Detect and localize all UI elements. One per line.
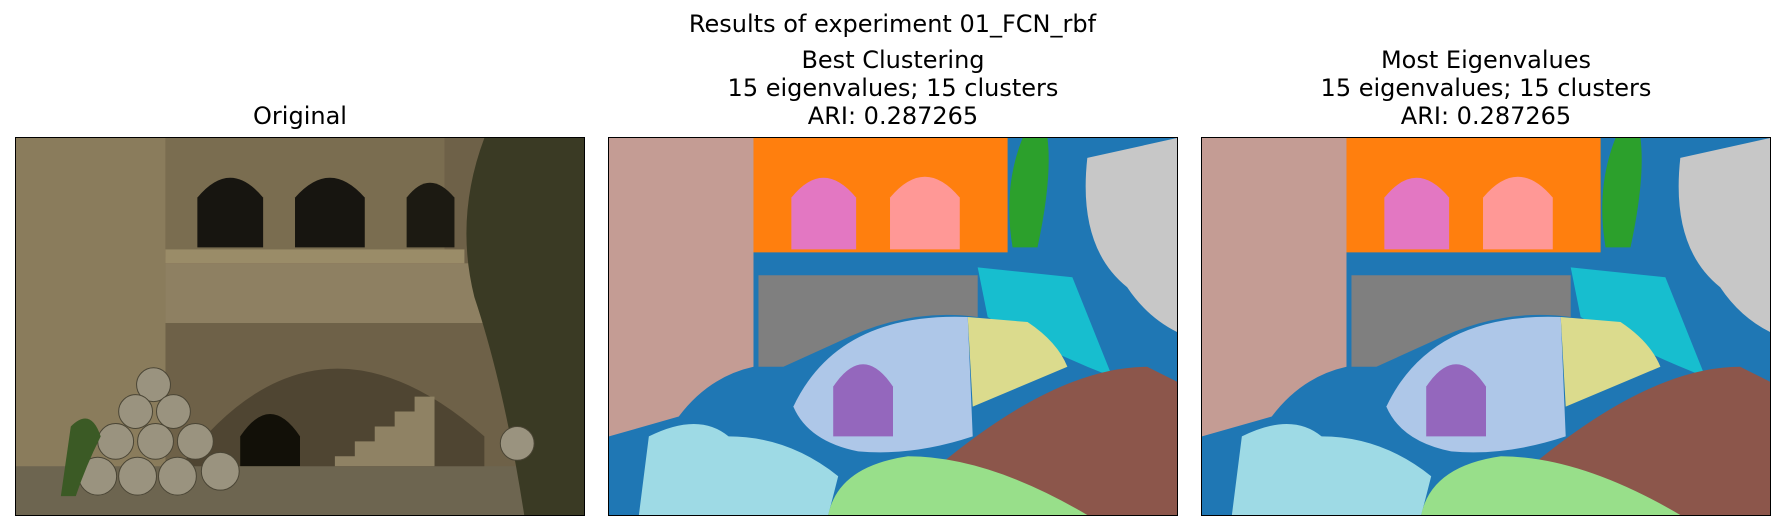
segmentation-map-drawing: [609, 138, 1177, 515]
panel-title-line: Best Clustering: [801, 46, 985, 74]
segmentation-map-drawing: [1202, 138, 1770, 515]
cluster-region: [1602, 138, 1642, 248]
original-photo-drawing: [16, 138, 584, 515]
cluster-region: [609, 138, 754, 437]
cluster-region: [758, 275, 978, 367]
cluster-region: [1384, 177, 1450, 250]
segmentation-map-most: [1201, 137, 1771, 516]
cluster-region: [1560, 317, 1661, 407]
panel-original: Original: [15, 0, 585, 532]
panel-title-line: 15 eigenvalues; 15 clusters: [727, 74, 1059, 102]
cluster-region: [890, 176, 960, 250]
cluster-region: [833, 364, 893, 437]
segmentation-map-best: [608, 137, 1178, 516]
cluster-region: [1231, 423, 1432, 515]
panel-title-line: 15 eigenvalues; 15 clusters: [1320, 74, 1652, 102]
panel-title-line: Most Eigenvalues: [1380, 46, 1592, 74]
panel-title-line: ARI: 0.287265: [807, 102, 979, 130]
cluster-region: [967, 317, 1068, 407]
cluster-region: [977, 267, 1113, 377]
panel-best-clustering: Best Clustering 15 eigenvalues; 15 clust…: [608, 0, 1178, 532]
original-photo: [15, 137, 585, 516]
cluster-region: [1085, 138, 1177, 332]
cluster-region: [1426, 364, 1486, 437]
cluster-region: [1421, 456, 1681, 515]
cluster-region: [791, 177, 857, 250]
cluster-region: [1009, 138, 1049, 248]
panel-most-eigenvalues: Most Eigenvalues 15 eigenvalues; 15 clus…: [1201, 0, 1771, 532]
cluster-region: [828, 456, 1088, 515]
cluster-region: [1570, 267, 1706, 377]
panel-title-line: Original: [253, 102, 347, 130]
figure-suptitle: Results of experiment 01_FCN_rbf: [688, 10, 1097, 38]
cluster-region: [1202, 138, 1347, 437]
cluster-region: [1483, 176, 1553, 250]
panel-title-line: ARI: 0.287265: [1400, 102, 1572, 130]
cluster-region: [1678, 138, 1770, 332]
cluster-region: [1351, 275, 1571, 367]
cluster-region: [638, 423, 839, 515]
